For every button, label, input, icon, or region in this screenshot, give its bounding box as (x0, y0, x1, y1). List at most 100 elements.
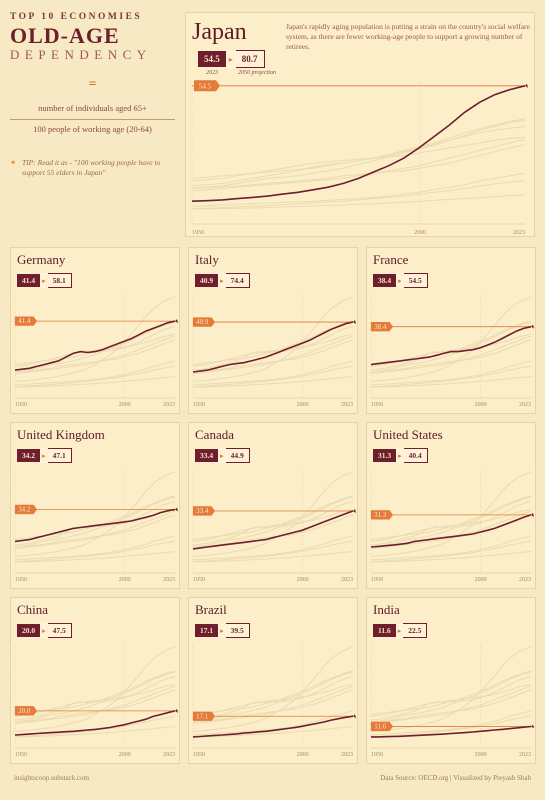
panel-india: India 11.6 ▸ 22.5 11.6 1950 2000 2023 (366, 597, 536, 764)
panel-country: Italy (189, 248, 357, 270)
svg-text:2023: 2023 (341, 402, 353, 408)
svg-text:1950: 1950 (15, 752, 27, 758)
panel-united-states: United States 31.3 ▸ 40.4 31.31950200020… (366, 422, 536, 589)
hero-chart-svg: 54.5195020002023 (186, 76, 531, 236)
svg-text:2023: 2023 (519, 402, 531, 408)
svg-text:1950: 1950 (15, 577, 27, 583)
panel-country: Brazil (189, 598, 357, 620)
hero-country: Japan (192, 19, 276, 46)
panel-value-pill: 34.2 ▸ 47.1 (17, 448, 72, 463)
arrow-icon: ▸ (218, 448, 226, 463)
svg-text:41.4: 41.4 (18, 317, 31, 325)
svg-text:40.9: 40.9 (196, 318, 209, 326)
panel-chart-svg: 11.6 1950 2000 2023 (367, 640, 535, 758)
hero-description: Japan's rapidly aging population is putt… (286, 19, 530, 76)
panel-country: India (367, 598, 535, 620)
panel-projection: 22.5 (403, 623, 427, 638)
svg-text:1950: 1950 (193, 577, 205, 583)
svg-text:54.5: 54.5 (199, 82, 212, 90)
svg-text:2000: 2000 (297, 752, 309, 758)
svg-text:1950: 1950 (192, 230, 204, 236)
svg-text:2023: 2023 (341, 577, 353, 583)
panel-value-pill: 17.1 ▸ 39.5 (195, 623, 250, 638)
footer-left: insightscoop.substack.com (14, 774, 89, 782)
panel-chart-svg: 38.4 1950 2000 2023 (367, 290, 535, 408)
svg-text:2000: 2000 (119, 577, 131, 583)
title-line2: DEPENDENCY (10, 47, 175, 63)
arrow-icon: ▸ (40, 448, 48, 463)
panel-projection: 47.1 (48, 448, 72, 463)
panel-value-pill: 40.9 ▸ 74.4 (195, 273, 250, 288)
svg-text:11.6: 11.6 (374, 723, 386, 731)
hero-header: Japan 54.5 ▸ 80.7 2023 2050 projection J… (186, 13, 534, 76)
svg-text:2023: 2023 (519, 577, 531, 583)
svg-text:2023: 2023 (163, 752, 175, 758)
arrow-icon: ▸ (218, 623, 226, 638)
panel-chart-svg: 41.4195020002023 (11, 290, 179, 408)
panel-country: United States (367, 423, 535, 445)
equals-sign: = (10, 77, 175, 93)
infographic-page: TOP 10 ECONOMIES OLD-AGE DEPENDENCY = nu… (0, 0, 545, 790)
panel-chart-svg: 34.2195020002023 (11, 465, 179, 583)
hero-projection: 80.7 (236, 50, 265, 68)
svg-text:1950: 1950 (371, 577, 383, 583)
svg-text:2000: 2000 (297, 577, 309, 583)
panel-current: 33.4 (195, 449, 218, 462)
panel-value-pill: 31.3 ▸ 40.4 (373, 448, 428, 463)
panel-france: France 38.4 ▸ 54.5 38.4 1950 2000 2023 (366, 247, 536, 414)
panel-country: United Kingdom (11, 423, 179, 445)
hero-current: 54.5 (198, 51, 226, 67)
arrow-icon: ▸ (218, 273, 226, 288)
arrow-icon: ▸ (396, 448, 404, 463)
denominator: 100 people of working age (20-64) (10, 119, 175, 136)
panel-current: 40.9 (195, 274, 218, 287)
arrow-icon: ▸ (40, 623, 48, 638)
svg-text:1950: 1950 (193, 402, 205, 408)
footer: insightscoop.substack.com Data Source: O… (10, 772, 535, 782)
svg-text:38.4: 38.4 (374, 323, 387, 331)
panel-current: 31.3 (373, 449, 396, 462)
svg-text:2023: 2023 (163, 577, 175, 583)
panel-current: 34.2 (17, 449, 40, 462)
panel-italy: Italy 40.9 ▸ 74.4 40.9195020002023 (188, 247, 358, 414)
panel-current: 11.6 (373, 624, 396, 637)
footer-right: Data Source: OECD.org | Visualized by Pr… (380, 774, 531, 782)
svg-text:2023: 2023 (519, 752, 531, 758)
svg-text:2000: 2000 (414, 230, 426, 236)
intro-panel: TOP 10 ECONOMIES OLD-AGE DEPENDENCY = nu… (10, 12, 175, 237)
panel-chart-svg: 31.3195020002023 (367, 465, 535, 583)
panel-projection: 58.1 (48, 273, 72, 288)
svg-text:2000: 2000 (475, 402, 487, 408)
panel-current: 20.0 (17, 624, 40, 637)
panel-projection: 47.5 (48, 623, 72, 638)
panel-chart-svg: 40.9195020002023 (189, 290, 357, 408)
svg-text:1950: 1950 (193, 752, 205, 758)
hero-chart: 54.5195020002023 (186, 76, 534, 236)
arrow-icon: ▸ (396, 623, 404, 638)
panel-germany: Germany 41.4 ▸ 58.1 41.4195020002023 (10, 247, 180, 414)
panel-current: 38.4 (373, 274, 396, 287)
svg-text:33.4: 33.4 (196, 507, 209, 515)
panel-value-pill: 38.4 ▸ 54.5 (373, 273, 428, 288)
svg-text:1950: 1950 (15, 402, 27, 408)
arrow-icon: ▸ (226, 50, 236, 68)
svg-text:1950: 1950 (371, 402, 383, 408)
panel-projection: 74.4 (226, 273, 250, 288)
svg-text:2000: 2000 (475, 752, 487, 758)
panel-canada: Canada 33.4 ▸ 44.9 33.4 1950 2000 2023 (188, 422, 358, 589)
panel-country: Canada (189, 423, 357, 445)
arrow-icon: ▸ (40, 273, 48, 288)
panel-value-pill: 33.4 ▸ 44.9 (195, 448, 250, 463)
panel-chart-svg: 33.4 1950 2000 2023 (189, 465, 357, 583)
panel-country: France (367, 248, 535, 270)
svg-text:1950: 1950 (371, 752, 383, 758)
top-section: TOP 10 ECONOMIES OLD-AGE DEPENDENCY = nu… (10, 12, 535, 237)
tip-text: TIP: Read it as - "100 working people ha… (10, 158, 175, 179)
svg-text:17.1: 17.1 (196, 712, 209, 720)
panels-grid: Germany 41.4 ▸ 58.1 41.4195020002023 Ita… (10, 247, 535, 764)
panel-projection: 40.4 (404, 448, 428, 463)
panel-projection: 54.5 (404, 273, 428, 288)
panel-chart-svg: 20.0195020002023 (11, 640, 179, 758)
panel-value-pill: 41.4 ▸ 58.1 (17, 273, 72, 288)
eyebrow: TOP 10 ECONOMIES (10, 12, 175, 22)
